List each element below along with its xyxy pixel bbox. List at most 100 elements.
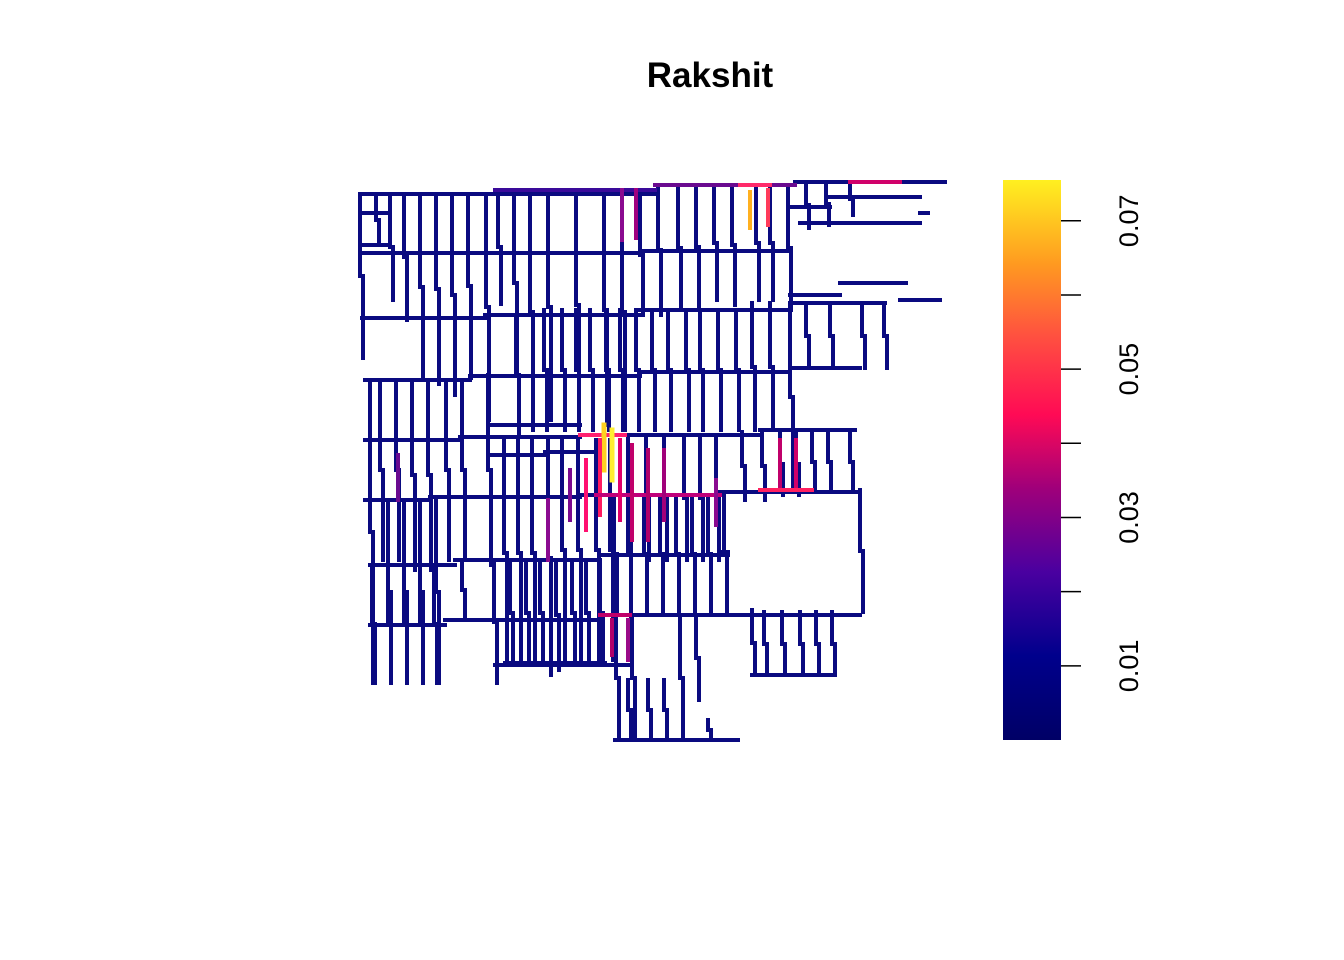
street-segment <box>614 613 621 742</box>
street-segment <box>516 438 523 667</box>
plot-title: Rakshit <box>646 56 774 95</box>
street-segment <box>358 192 365 360</box>
street-segment <box>432 563 439 685</box>
street-segment <box>650 308 657 432</box>
street-segment <box>690 493 697 614</box>
street-segment <box>450 192 457 397</box>
street-segment <box>418 192 425 382</box>
street-segment <box>402 563 409 685</box>
street-segment <box>658 493 665 614</box>
street-segment <box>848 430 855 494</box>
street-segment <box>734 308 741 432</box>
street-segment <box>780 610 787 677</box>
street-segment <box>712 183 719 302</box>
street-segment <box>642 493 649 614</box>
street-segment <box>786 183 793 312</box>
street-segment <box>722 493 729 614</box>
street-segment <box>656 183 663 317</box>
street-segment <box>666 308 673 432</box>
street-segment <box>560 308 567 432</box>
street-segment <box>762 610 769 677</box>
street-segment <box>730 183 737 307</box>
street-segment <box>626 493 633 614</box>
street-segment <box>508 558 515 667</box>
street-segment <box>882 301 889 370</box>
street-segment <box>410 378 417 572</box>
street-segment <box>604 308 611 432</box>
street-segment <box>574 192 581 417</box>
street-segment <box>814 610 821 677</box>
street-segment <box>804 301 811 370</box>
street-segment <box>646 678 653 742</box>
street-segment <box>486 373 493 567</box>
street-segment <box>848 180 855 217</box>
street-segment <box>638 192 645 317</box>
street-segment <box>694 613 701 702</box>
street-segment <box>716 308 723 432</box>
street-segment <box>698 433 705 562</box>
street-segment <box>858 488 865 614</box>
street-segment <box>388 192 395 302</box>
street-segment <box>584 558 591 667</box>
legend-tick-label: 0.05 <box>1114 343 1144 396</box>
street-segment <box>760 430 767 502</box>
street-segment <box>574 308 581 432</box>
street-segment <box>826 430 833 494</box>
street-segment <box>378 378 385 562</box>
street-segment <box>492 558 499 685</box>
street-segment <box>588 308 595 432</box>
street-segment <box>626 678 633 742</box>
street-segment <box>662 678 669 742</box>
street-segment <box>750 301 757 432</box>
legend-tick-label: 0.01 <box>1114 640 1144 693</box>
street-segment <box>466 192 473 380</box>
street-segment <box>538 558 545 667</box>
street-segment <box>676 183 683 312</box>
legend-ticks: 0.01 0.03 0.05 0.07 <box>1061 195 1144 693</box>
street-segment <box>426 378 433 572</box>
street-segment <box>514 313 521 437</box>
legend-tick-label: 0.03 <box>1114 491 1144 544</box>
street-segment <box>576 438 583 662</box>
street-segment <box>682 433 689 562</box>
street-segment <box>402 192 409 322</box>
street-segment <box>570 558 577 667</box>
street-segment <box>788 301 795 492</box>
street-segment <box>524 558 531 667</box>
street-segment <box>860 301 867 370</box>
street-segment <box>754 183 761 302</box>
street-segment <box>828 301 835 370</box>
street-segment <box>528 192 535 432</box>
street-segment <box>370 563 377 685</box>
street-segment <box>694 183 701 310</box>
street-segment <box>444 378 451 562</box>
street-segment <box>560 438 567 662</box>
street-segment <box>554 558 561 672</box>
street-segment <box>674 493 681 614</box>
street-segment <box>484 192 491 422</box>
street-segment <box>618 308 625 432</box>
street-segment <box>630 613 637 742</box>
street-segment <box>824 180 831 227</box>
street-segment <box>502 438 509 667</box>
street-segment <box>612 493 619 614</box>
street-segment <box>706 493 713 614</box>
street-segment <box>434 192 441 386</box>
street-segment <box>418 563 425 685</box>
street-segment <box>460 558 467 622</box>
street-segment <box>496 188 503 306</box>
legend-color-bar <box>1003 180 1061 740</box>
street-segment <box>768 301 775 432</box>
street-segment <box>530 438 537 667</box>
street-segment <box>810 430 817 494</box>
street-segment <box>798 610 805 677</box>
street-segment <box>706 718 713 742</box>
street-segment <box>542 308 549 432</box>
street-segment <box>698 308 705 432</box>
street-segment <box>750 608 757 677</box>
street-segments <box>358 180 947 742</box>
street-segment <box>740 430 747 502</box>
street-segment <box>678 613 685 742</box>
